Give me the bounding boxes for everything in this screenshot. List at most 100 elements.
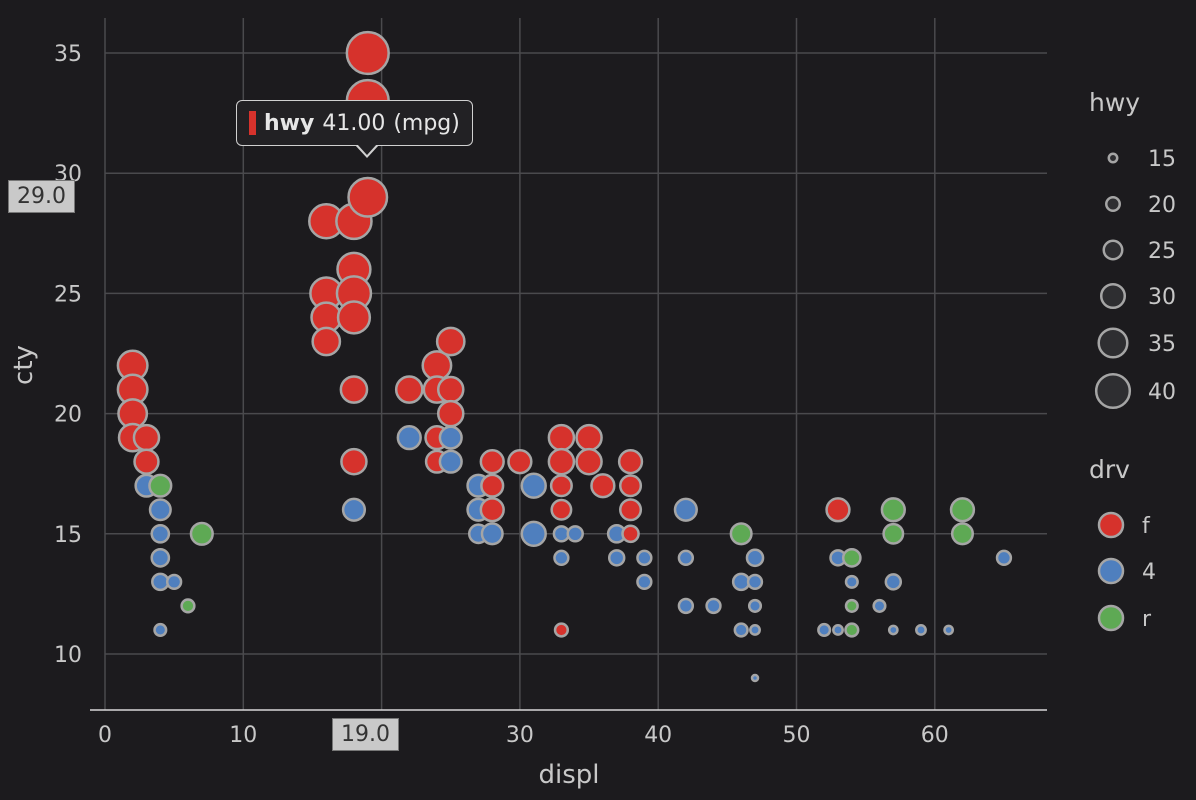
data-point[interactable] [636, 573, 653, 591]
data-point[interactable] [832, 624, 844, 636]
data-point[interactable] [817, 622, 832, 638]
data-point[interactable] [915, 624, 927, 636]
data-point[interactable] [553, 622, 570, 638]
tooltip-series-name: hwy [264, 110, 315, 136]
data-point[interactable] [436, 399, 465, 428]
data-point[interactable] [841, 547, 862, 568]
x-tick-label: 60 [921, 723, 949, 748]
data-point[interactable] [547, 447, 576, 476]
x-tick-label: 30 [506, 723, 534, 748]
data-point[interactable] [180, 598, 196, 614]
data-point[interactable] [750, 673, 760, 683]
data-point[interactable] [148, 498, 172, 522]
data-point[interactable] [825, 497, 851, 523]
data-point[interactable] [189, 521, 214, 546]
data-point[interactable] [345, 30, 390, 76]
data-point[interactable] [617, 449, 644, 475]
data-point[interactable] [673, 497, 698, 522]
data-point[interactable] [435, 326, 466, 357]
data-point[interactable] [549, 474, 573, 498]
y-axis-title: cty [9, 345, 39, 385]
data-point[interactable] [153, 622, 168, 638]
data-point[interactable] [621, 524, 640, 544]
data-point[interactable] [943, 624, 955, 636]
data-point[interactable] [995, 549, 1013, 567]
data-point[interactable] [553, 549, 570, 567]
legend-drv-label: r [1142, 607, 1152, 632]
legend-size-label: 25 [1148, 239, 1176, 264]
data-point[interactable] [746, 573, 764, 591]
data-point[interactable] [729, 522, 753, 546]
data-point[interactable] [745, 548, 765, 568]
y-tick-label: 15 [54, 523, 82, 548]
data-point[interactable] [636, 549, 653, 567]
data-point[interactable] [950, 522, 974, 546]
data-point[interactable] [844, 598, 859, 613]
data-point[interactable] [507, 449, 533, 475]
data-point[interactable] [733, 622, 749, 638]
data-point[interactable] [479, 497, 505, 523]
data-point[interactable] [619, 474, 643, 498]
data-point[interactable] [747, 598, 763, 613]
data-point[interactable] [520, 520, 547, 548]
data-point[interactable] [151, 572, 170, 592]
data-point[interactable] [479, 449, 505, 475]
data-point[interactable] [677, 549, 695, 567]
y-tick-label: 35 [54, 42, 82, 67]
data-point[interactable] [590, 473, 616, 499]
data-point[interactable] [436, 375, 465, 404]
data-point[interactable] [311, 326, 342, 357]
data-point[interactable] [880, 497, 906, 523]
data-point[interactable] [341, 497, 367, 522]
data-point[interactable] [749, 624, 761, 636]
crosshair-x-label: 19.0 [332, 718, 399, 751]
data-points[interactable] [116, 30, 1013, 683]
data-point[interactable] [949, 497, 976, 523]
legend-size-label: 30 [1148, 285, 1176, 310]
data-point[interactable] [550, 498, 573, 521]
data-point[interactable] [148, 473, 173, 498]
legend-size-label: 35 [1148, 332, 1176, 357]
axes: 0102030405060101520253035displcty [9, 42, 1047, 790]
data-point[interactable] [438, 449, 463, 474]
data-point[interactable] [619, 498, 643, 522]
data-point[interactable] [480, 522, 504, 546]
data-point[interactable] [677, 597, 695, 615]
data-point[interactable] [884, 573, 903, 591]
data-point[interactable] [165, 573, 183, 591]
data-point[interactable] [607, 549, 626, 567]
data-point[interactable] [882, 522, 905, 545]
data-point[interactable] [438, 425, 463, 450]
x-tick-label: 50 [783, 723, 811, 748]
data-point[interactable] [705, 597, 722, 615]
legend-size-marker [1097, 327, 1129, 359]
data-point[interactable] [575, 423, 603, 452]
legend-drv-marker [1097, 604, 1125, 632]
hover-tooltip: hwy 41.00 (mpg) [236, 100, 473, 158]
data-point[interactable] [844, 574, 859, 589]
data-point[interactable] [340, 447, 368, 476]
data-point[interactable] [396, 424, 422, 451]
data-point[interactable] [575, 447, 603, 476]
data-point[interactable] [133, 448, 160, 475]
data-point[interactable] [844, 622, 860, 638]
data-point[interactable] [150, 523, 171, 544]
data-point[interactable] [520, 472, 547, 499]
data-point[interactable] [132, 423, 161, 452]
legend-size-label: 15 [1148, 147, 1176, 172]
data-point[interactable] [887, 624, 899, 636]
data-point[interactable] [566, 525, 584, 543]
data-point[interactable] [336, 300, 372, 335]
data-point[interactable] [347, 176, 389, 218]
data-point[interactable] [394, 375, 424, 404]
data-point[interactable] [872, 598, 887, 613]
legend-drv-marker [1097, 557, 1125, 585]
data-point[interactable] [731, 572, 751, 592]
data-point[interactable] [480, 473, 505, 498]
data-point[interactable] [339, 375, 369, 404]
legend-size-marker [1105, 196, 1121, 212]
data-point[interactable] [150, 547, 171, 568]
y-tick-label: 20 [54, 403, 82, 428]
data-point[interactable] [547, 423, 576, 452]
